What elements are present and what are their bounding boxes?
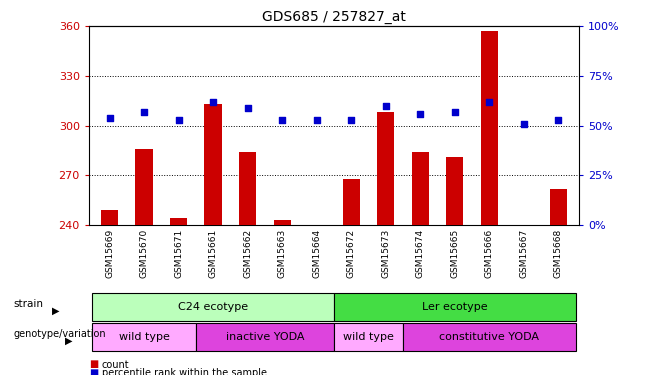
Text: ▶: ▶ [52,306,60,316]
Text: GSM15665: GSM15665 [450,229,459,278]
Text: ■: ■ [89,368,98,375]
Text: GSM15668: GSM15668 [554,229,563,278]
Text: inactive YODA: inactive YODA [226,332,304,342]
Point [484,99,495,105]
Bar [205,104,222,225]
Point [346,117,357,123]
Bar [136,149,153,225]
Bar [480,31,498,225]
Point [242,105,253,111]
Text: strain: strain [13,299,43,309]
Text: GSM15663: GSM15663 [278,229,287,278]
Point [139,109,149,115]
Text: GSM15674: GSM15674 [416,229,425,278]
Text: GSM15670: GSM15670 [139,229,149,278]
Text: GSM15673: GSM15673 [381,229,390,278]
Text: C24 ecotype: C24 ecotype [178,302,248,312]
Bar [549,189,567,225]
Point [415,111,426,117]
Text: GSM15671: GSM15671 [174,229,183,278]
Bar [170,218,188,225]
Text: GSM15664: GSM15664 [312,229,321,278]
Text: GSM15661: GSM15661 [209,229,218,278]
Title: GDS685 / 257827_at: GDS685 / 257827_at [262,10,406,24]
Text: genotype/variation: genotype/variation [13,329,106,339]
Point [519,121,529,127]
Text: wild type: wild type [118,332,170,342]
Text: Ler ecotype: Ler ecotype [422,302,488,312]
Point [208,99,218,105]
Point [173,117,184,123]
Text: GSM15672: GSM15672 [347,229,356,278]
Text: count: count [102,360,130,369]
Bar [101,210,118,225]
Text: percentile rank within the sample: percentile rank within the sample [102,368,267,375]
Point [553,117,564,123]
Bar [412,152,429,225]
Text: GSM15669: GSM15669 [105,229,114,278]
Bar [343,178,360,225]
Bar [446,157,463,225]
Point [449,109,460,115]
Point [104,115,114,121]
Bar [239,152,256,225]
Bar [377,112,394,225]
Bar [274,220,291,225]
Point [380,103,391,109]
Text: ▶: ▶ [65,336,73,346]
Text: GSM15662: GSM15662 [243,229,252,278]
Text: constitutive YODA: constitutive YODA [440,332,540,342]
Text: wild type: wild type [343,332,394,342]
Text: GSM15667: GSM15667 [519,229,528,278]
Text: GSM15666: GSM15666 [485,229,494,278]
Text: ■: ■ [89,360,98,369]
Point [311,117,322,123]
Point [277,117,288,123]
